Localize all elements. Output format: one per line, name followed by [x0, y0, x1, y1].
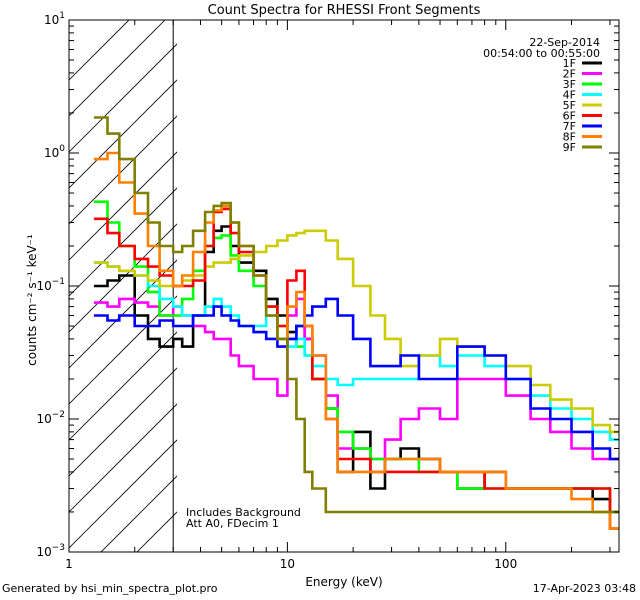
x-axis-label: Energy (keV): [305, 575, 382, 589]
y-tick-label: 10−3: [36, 543, 65, 559]
legend-label-1F: 1F: [563, 57, 576, 70]
series-1F-line: [93, 225, 619, 514]
series-5F-line: [93, 229, 619, 434]
hatch-line: [69, 151, 177, 261]
y-tick-label: 10−2: [36, 410, 65, 426]
hatch-line: [69, 367, 177, 477]
x-tick-label: 1: [65, 557, 73, 571]
hatch-line: [69, 79, 177, 189]
legend-label-4F: 4F: [563, 89, 576, 102]
hatch-line: [69, 223, 177, 333]
hatch-line: [69, 295, 177, 405]
chart-title: Count Spectra for RHESSI Front Segments: [208, 3, 481, 18]
hatch-line: [69, 20, 130, 81]
hatch-line: [69, 331, 177, 441]
annotation-attenuator: Att A0, FDecim 1: [186, 517, 279, 530]
hatch-line: [69, 403, 177, 513]
series-9F-line: [93, 116, 619, 514]
legend-label-6F: 6F: [563, 110, 576, 123]
y-tick-label: 100: [44, 144, 65, 160]
timestamp-label: 17-Apr-2023 03:48: [532, 582, 636, 595]
hatch-line: [100, 475, 177, 552]
legend-label-7F: 7F: [563, 120, 576, 133]
series-group: [93, 116, 619, 530]
generated-by-label: Generated by hsi_min_spectra_plot.pro: [2, 582, 218, 595]
legend-label-9F: 9F: [563, 141, 576, 154]
hatch-line: [69, 20, 166, 117]
y-tick-label: 10−1: [36, 277, 65, 293]
y-axis-label: counts cm⁻² s⁻¹ keV⁻¹: [25, 234, 39, 366]
annotation-background: Includes Background: [186, 506, 301, 519]
x-tick-label: 10: [280, 557, 295, 571]
y-tick-label: 101: [44, 11, 65, 27]
axis-ticks: 1 10 100 10−3 10−2 10−1 100 101: [36, 11, 619, 571]
time-range-label: 00:54:00 to 00:55:00: [483, 47, 600, 60]
series-4F-line: [93, 261, 619, 441]
hatch-line: [69, 259, 177, 369]
hatch-line: [136, 511, 177, 552]
x-tick-label: 100: [494, 557, 517, 571]
hatch-line: [69, 115, 177, 225]
hatch-line: [69, 439, 177, 549]
legend-label-3F: 3F: [563, 78, 576, 91]
legend-label-5F: 5F: [563, 99, 576, 112]
date-label: 22-Sep-2014: [529, 36, 600, 49]
legend-label-8F: 8F: [563, 131, 576, 144]
legend-label-2F: 2F: [563, 68, 576, 81]
